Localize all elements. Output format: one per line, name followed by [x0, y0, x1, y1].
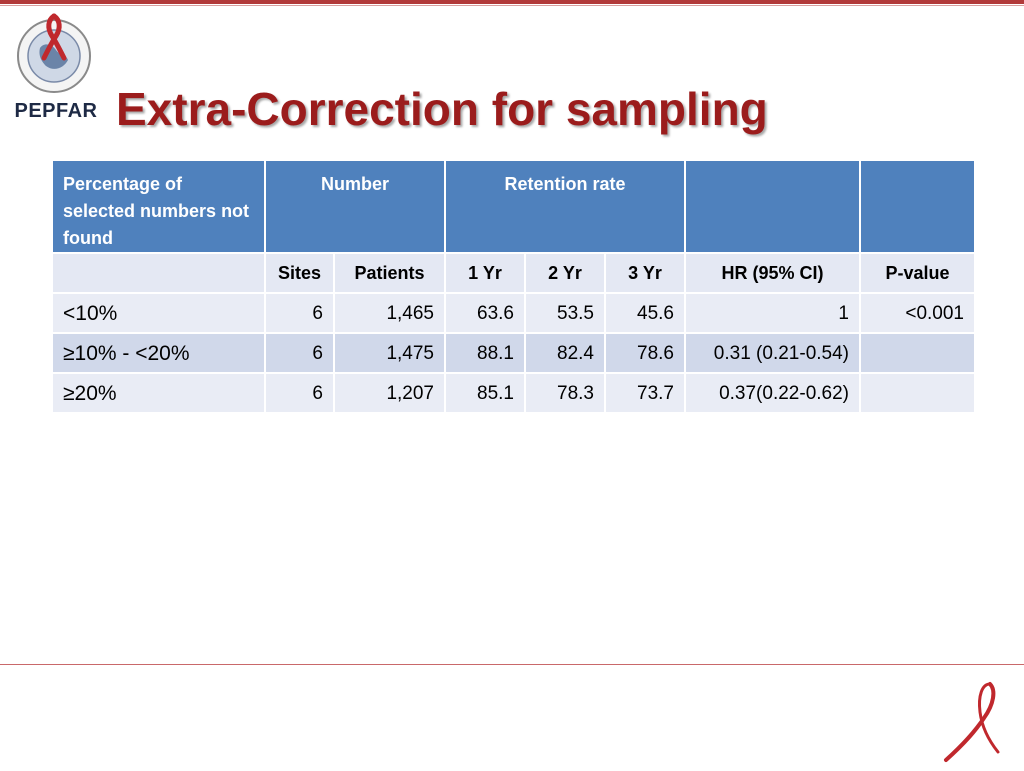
- cell-patients: 1,465: [335, 294, 444, 332]
- cell-pvalue: [861, 374, 974, 412]
- header-blank-hr: [686, 161, 859, 252]
- table-header-row: Percentage of selected numbers not found…: [53, 161, 974, 252]
- table-row: ≥20% 6 1,207 85.1 78.3 73.7 0.37(0.22-0.…: [53, 374, 974, 412]
- subheader-blank: [53, 254, 264, 292]
- cell-pvalue: [861, 334, 974, 372]
- pepfar-logo: PEPFAR: [6, 10, 106, 125]
- cell-hr: 1: [686, 294, 859, 332]
- cell-sites: 6: [266, 334, 333, 372]
- cell-pvalue: <0.001: [861, 294, 974, 332]
- subheader-hr: HR (95% CI): [686, 254, 859, 292]
- footer-rule: [0, 664, 1024, 665]
- header-retention-rate: Retention rate: [446, 161, 684, 252]
- subheader-sites: Sites: [266, 254, 333, 292]
- cell-patients: 1,207: [335, 374, 444, 412]
- slide-title: Extra-Correction for sampling: [116, 83, 768, 135]
- cell-sites: 6: [266, 294, 333, 332]
- cell-3yr: 45.6: [606, 294, 684, 332]
- row-label: ≥20%: [53, 374, 264, 412]
- cell-1yr: 85.1: [446, 374, 524, 412]
- subheader-patients: Patients: [335, 254, 444, 292]
- header-percentage: Percentage of selected numbers not found: [53, 161, 264, 252]
- pepfar-seal-icon: [17, 13, 91, 93]
- cell-3yr: 73.7: [606, 374, 684, 412]
- red-ribbon-icon: [936, 676, 1006, 766]
- cell-hr: 0.37(0.22-0.62): [686, 374, 859, 412]
- cell-1yr: 88.1: [446, 334, 524, 372]
- table-row: <10% 6 1,465 63.6 53.5 45.6 1 <0.001: [53, 294, 974, 332]
- table-subheader-row: Sites Patients 1 Yr 2 Yr 3 Yr HR (95% CI…: [53, 254, 974, 292]
- subheader-3yr: 3 Yr: [606, 254, 684, 292]
- top-accent-rule: [0, 0, 1024, 4]
- header-blank-pvalue: [861, 161, 974, 252]
- subheader-1yr: 1 Yr: [446, 254, 524, 292]
- header-number: Number: [266, 161, 444, 252]
- cell-2yr: 78.3: [526, 374, 604, 412]
- cell-2yr: 82.4: [526, 334, 604, 372]
- logo-text: PEPFAR: [14, 100, 98, 122]
- top-accent-rule-thin: [0, 5, 1024, 6]
- cell-3yr: 78.6: [606, 334, 684, 372]
- table-row: ≥10% - <20% 6 1,475 88.1 82.4 78.6 0.31 …: [53, 334, 974, 372]
- retention-table: Percentage of selected numbers not found…: [51, 159, 976, 414]
- cell-patients: 1,475: [335, 334, 444, 372]
- cell-sites: 6: [266, 374, 333, 412]
- subheader-2yr: 2 Yr: [526, 254, 604, 292]
- cell-1yr: 63.6: [446, 294, 524, 332]
- subheader-pvalue: P-value: [861, 254, 974, 292]
- row-label: <10%: [53, 294, 264, 332]
- cell-hr: 0.31 (0.21-0.54): [686, 334, 859, 372]
- cell-2yr: 53.5: [526, 294, 604, 332]
- row-label: ≥10% - <20%: [53, 334, 264, 372]
